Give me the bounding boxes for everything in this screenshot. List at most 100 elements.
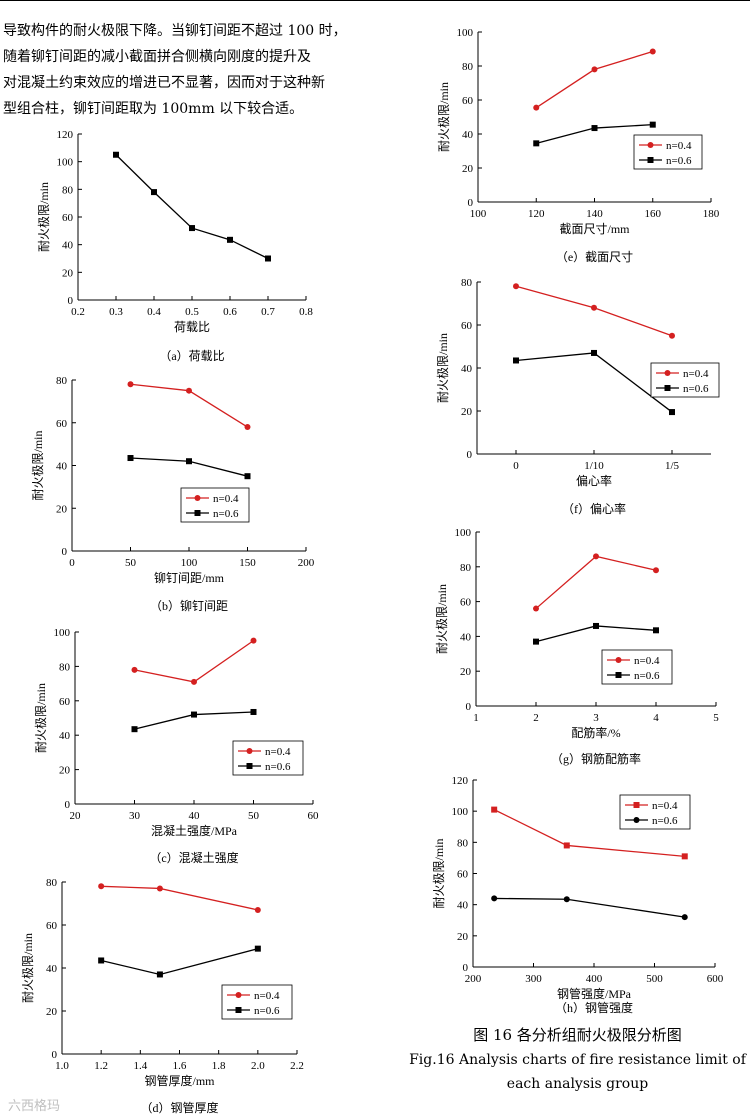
x-tick-label: 0.3: [109, 306, 123, 318]
y-tick-label: 100: [452, 806, 469, 818]
y-tick-label: 100: [54, 627, 71, 639]
chart-g-data-point: [533, 638, 539, 645]
chart-h-x-title: 钢管强度/MPa: [557, 986, 632, 1001]
chart-tube-thickness: 0 20 40 60 80 1.0 1.2 1.4 1.6 1.8 2.0 2.2 钢管厚度/mm 耐火极…: [21, 877, 304, 1115]
chart-d-legend: [221, 984, 293, 1020]
chart-e-y-title: 耐火极限/min: [437, 82, 451, 152]
chart-d-caption: （d）钢管厚度: [140, 1100, 218, 1115]
x-tick-label: 1.4: [133, 1060, 147, 1072]
chart-e-caption: （e）截面尺寸: [556, 250, 633, 264]
legend-label: n=0.4: [265, 746, 291, 758]
chart-f-data-point: [591, 349, 597, 356]
chart-e-data-point: [533, 140, 540, 147]
y-tick-label: 80: [460, 562, 472, 574]
x-tick-label: 0: [513, 460, 519, 472]
chart-load-ratio: 0 20 40 60 80 100 120 0.2 0.3 0.4 0.5 0.6 0.7 0.8 荷载比 耐…: [37, 129, 313, 363]
legend-label: n=0.6: [652, 815, 678, 827]
chart-a-data-point: [189, 225, 195, 232]
legend-marker: [633, 802, 640, 808]
legend-label: n=0.6: [634, 670, 660, 682]
x-tick-label: 0: [69, 557, 75, 569]
chart-b-caption: （b）铆钉间距: [150, 598, 228, 613]
y-tick-label: 80: [462, 61, 474, 73]
legend-marker: [647, 142, 654, 148]
y-tick-label: 80: [461, 277, 473, 289]
legend-label: n=0.6: [666, 155, 692, 167]
legend-marker: [235, 1007, 242, 1013]
chart-d-data-point: [156, 971, 163, 978]
chart-d-data-point: [156, 885, 163, 892]
y-tick-label: 40: [460, 631, 472, 643]
y-tick-label: 60: [461, 320, 473, 332]
chart-c-data-point: [131, 666, 138, 673]
chart-e-series-line-0: [535, 50, 653, 109]
y-tick-label: 20: [62, 267, 74, 279]
x-tick-label: 200: [465, 973, 482, 985]
chart-c-series-line-0: [134, 640, 254, 683]
chart-f-x-title: 偏心率: [576, 473, 612, 488]
legend-marker: [633, 817, 640, 823]
x-tick-label: 160: [645, 208, 662, 220]
chart-h-data-point: [681, 914, 688, 921]
x-tick-label: 150: [239, 557, 256, 569]
x-tick-label: 120: [528, 208, 545, 220]
legend-marker: [246, 748, 253, 754]
legend-label: n=0.6: [254, 1005, 280, 1017]
y-tick-label: 80: [62, 184, 74, 196]
y-tick-label: 60: [59, 696, 71, 708]
y-tick-label: 100: [457, 27, 474, 39]
y-tick-label: 0: [68, 295, 74, 307]
y-tick-label: 20: [462, 163, 474, 175]
y-tick-label: 60: [62, 212, 74, 224]
legend-label: n=0.4: [213, 493, 239, 505]
chart-d-data-point: [98, 883, 105, 890]
x-tick-label: 0.8: [299, 306, 313, 318]
legend-marker: [235, 992, 242, 998]
legend-marker: [615, 657, 622, 663]
x-tick-label: 4: [653, 712, 659, 724]
y-tick-label: 0: [62, 546, 68, 558]
x-tick-label: 5: [713, 712, 719, 724]
y-tick-label: 40: [462, 129, 474, 141]
x-tick-label: 300: [525, 973, 542, 985]
legend-marker: [194, 510, 201, 516]
chart-g-x-title: 配筋率/%: [571, 725, 620, 740]
legend-label: n=0.4: [652, 800, 678, 812]
chart-f-data-point: [513, 357, 519, 364]
legend-label: n=0.4: [666, 140, 692, 152]
y-tick-label: 60: [457, 869, 469, 881]
x-tick-label: 1: [473, 712, 479, 724]
chart-h-data-point: [681, 853, 688, 860]
legend-marker: [246, 763, 253, 769]
x-tick-label: 1/5: [665, 460, 680, 472]
chart-eccentricity: 0 20 40 60 80 0 1/10 1/5 偏心率 耐火极限/min n=0.4 n=0.6 （f…: [436, 277, 720, 516]
y-tick-label: 120: [57, 129, 74, 141]
chart-a-data-point: [265, 255, 271, 262]
chart-b-data-point: [244, 424, 251, 431]
chart-rivet-spacing: 0 20 40 60 80 0 50 100 150 200 铆钉间距/mm 耐火极限/min n=0.…: [31, 375, 315, 613]
legend-marker: [194, 495, 201, 501]
x-tick-label: 0.4: [147, 306, 161, 318]
legend-marker: [664, 385, 671, 391]
x-tick-label: 100: [181, 557, 198, 569]
chart-f-caption: （f）偏心率: [562, 501, 626, 516]
chart-c-data-point: [250, 637, 257, 644]
chart-h-data-point: [563, 842, 570, 849]
y-tick-label: 60: [56, 418, 68, 430]
x-tick-label: 20: [70, 810, 82, 822]
chart-b-data-point: [186, 387, 192, 394]
chart-g-legend: [601, 649, 673, 685]
chart-c-data-point: [191, 678, 197, 685]
chart-a-data-point: [151, 189, 157, 196]
chart-reinforcement-ratio: 0 20 40 60 80 100 1 2 3 4 5 配筋率/% 耐火极限/min n=0.4 n=0.6…: [435, 527, 719, 766]
chart-h-y-title: 耐火极限/min: [432, 838, 446, 908]
legend-marker: [615, 672, 622, 678]
chart-f-legend: [650, 362, 720, 398]
chart-c-data-point: [131, 726, 138, 733]
chart-f-y-title: 耐火极限/min: [436, 333, 450, 403]
y-tick-label: 20: [46, 1006, 58, 1018]
chart-c-x-title: 混凝土强度/MPa: [151, 823, 238, 838]
y-tick-label: 40: [46, 963, 58, 975]
chart-g-data-point: [593, 553, 599, 560]
x-tick-label: 0.7: [261, 306, 275, 318]
